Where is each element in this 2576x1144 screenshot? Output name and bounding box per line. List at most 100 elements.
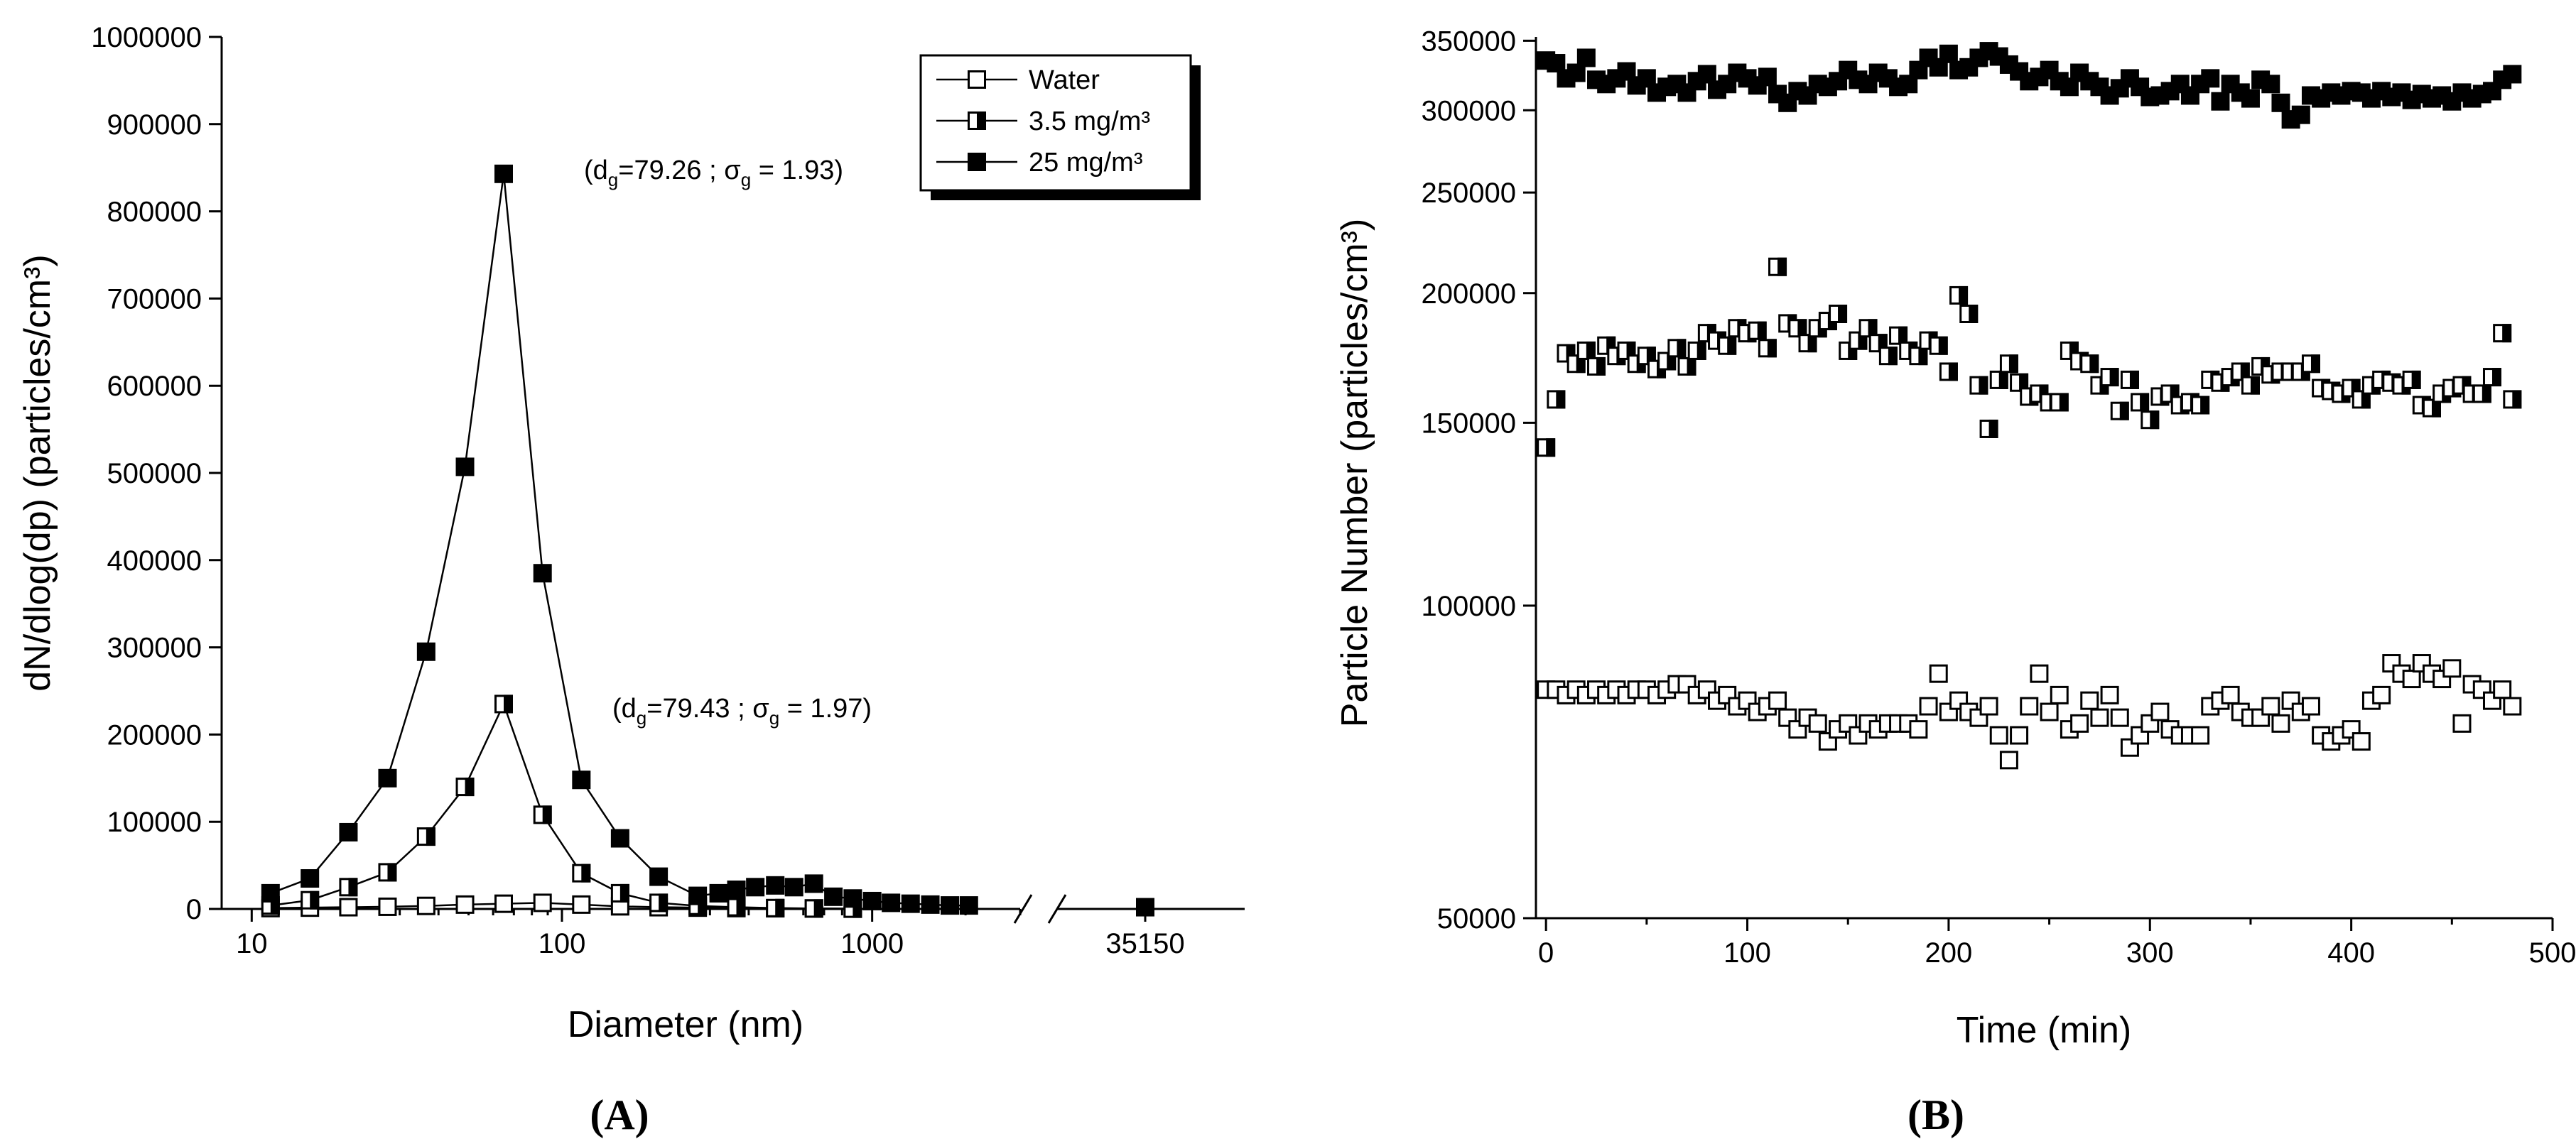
data-point xyxy=(2090,708,2109,727)
data-point xyxy=(1547,390,1566,409)
data-point xyxy=(339,898,358,917)
data-point xyxy=(2131,393,2150,412)
legend-label: 3.5 mg/m³ xyxy=(1029,107,1150,136)
panel-b-y-axis-label: Particle Number (particles/cm³) xyxy=(1334,219,1375,728)
y-tick-label: 600000 xyxy=(107,371,202,402)
data-point xyxy=(533,564,552,583)
data-point xyxy=(1576,48,1596,67)
data-point xyxy=(1788,319,1807,338)
data-point xyxy=(2100,368,2119,387)
panel-a-axis-break-mark xyxy=(1047,894,1067,924)
data-point xyxy=(2402,370,2421,389)
data-point xyxy=(941,896,960,915)
data-point xyxy=(1798,334,1817,353)
data-point xyxy=(1758,339,1777,358)
data-point xyxy=(1909,347,1928,366)
data-point xyxy=(455,895,475,914)
data-point xyxy=(2493,680,2512,699)
panel-a-x-axis-label: Diameter (nm) xyxy=(568,1004,803,1045)
data-point xyxy=(1999,751,2018,770)
data-point xyxy=(494,694,513,714)
data-point xyxy=(882,893,901,913)
data-point xyxy=(1677,356,1696,376)
data-point xyxy=(843,889,862,908)
data-point xyxy=(2050,685,2069,704)
x-tick-label: 0 xyxy=(1538,937,1554,969)
series-line xyxy=(270,702,853,910)
data-point xyxy=(455,778,475,797)
data-point xyxy=(1889,326,1908,345)
x-tick-label: 300 xyxy=(2126,937,2174,969)
data-point xyxy=(1697,65,1716,84)
data-point xyxy=(2352,390,2371,409)
x-tick-label-break: 35150 xyxy=(1105,928,1184,959)
data-point xyxy=(862,891,882,910)
data-point xyxy=(959,896,978,915)
data-point xyxy=(2271,714,2290,733)
y-tick-label: 800000 xyxy=(107,197,202,228)
data-point xyxy=(2191,396,2210,415)
data-point xyxy=(2010,726,2029,745)
data-point xyxy=(2080,354,2099,374)
data-point xyxy=(378,768,397,788)
data-point xyxy=(921,895,940,914)
data-point xyxy=(1808,714,1827,733)
data-point xyxy=(2271,93,2290,112)
data-point xyxy=(1929,664,1948,683)
panel-a-chart: 0 100000 200000 300000 400000 500000 600000 700… xyxy=(17,22,1245,1138)
data-point xyxy=(301,869,320,888)
data-point xyxy=(610,883,629,903)
data-point xyxy=(2080,691,2099,710)
x-tick-label: 500 xyxy=(2529,937,2576,969)
data-point xyxy=(2040,702,2059,721)
data-point xyxy=(2503,65,2522,84)
data-point xyxy=(2120,370,2139,389)
x-tick-label: 10 xyxy=(236,928,268,959)
legend-marker xyxy=(968,153,986,171)
data-point xyxy=(533,805,552,824)
data-point xyxy=(2150,702,2170,721)
data-point xyxy=(339,878,358,897)
data-point xyxy=(2261,75,2280,94)
data-point xyxy=(1587,356,1606,376)
data-point xyxy=(766,876,785,895)
data-point xyxy=(1909,720,1928,739)
data-point-break xyxy=(1136,898,1154,917)
data-point xyxy=(2241,89,2260,108)
data-point xyxy=(1858,319,1878,338)
data-point xyxy=(2352,732,2371,751)
x-tick-label: 400 xyxy=(2327,937,2375,969)
data-point xyxy=(572,864,591,883)
y-tick-label: 350000 xyxy=(1422,26,1516,57)
data-point xyxy=(1768,691,1787,710)
data-point xyxy=(1687,341,1706,360)
data-point xyxy=(2020,697,2039,716)
data-point xyxy=(1979,697,1998,716)
data-point xyxy=(1939,44,1958,63)
data-point xyxy=(572,770,591,790)
data-point xyxy=(378,863,397,882)
data-point xyxy=(766,898,785,917)
data-point xyxy=(2301,697,2320,716)
data-point xyxy=(2503,390,2522,409)
data-point xyxy=(1537,438,1556,457)
data-point xyxy=(1999,354,2018,374)
data-point xyxy=(1878,347,1898,366)
data-point xyxy=(804,899,823,918)
data-point xyxy=(727,898,746,917)
series-line xyxy=(270,173,969,907)
data-point xyxy=(610,829,629,848)
data-point xyxy=(2221,685,2240,704)
y-tick-label: 500000 xyxy=(107,458,202,489)
panel-a-axis-break-mark xyxy=(1013,894,1033,924)
data-point xyxy=(1768,257,1787,276)
y-tick-label: 300000 xyxy=(1422,95,1516,126)
data-point xyxy=(804,874,823,893)
data-point xyxy=(261,883,280,903)
data-point xyxy=(2110,708,2129,727)
panel-a-label: (A) xyxy=(590,1091,649,1138)
data-point xyxy=(649,867,669,886)
data-point xyxy=(1576,341,1596,360)
data-point xyxy=(2010,373,2029,392)
